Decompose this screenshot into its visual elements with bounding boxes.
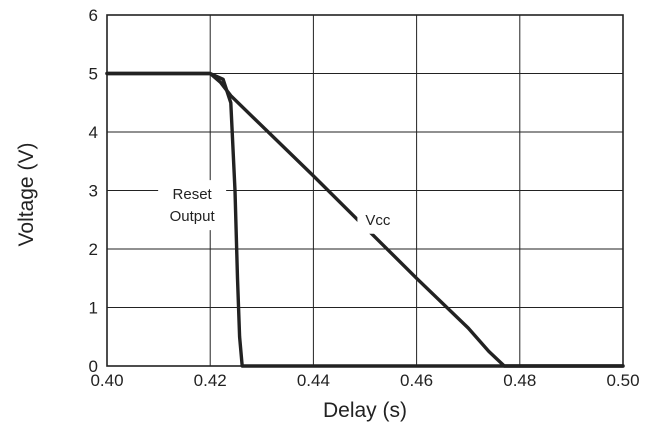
y-tick-label: 3 [89, 182, 98, 201]
series-annotation-label: Vcc [365, 212, 391, 229]
y-tick-label: 5 [89, 65, 98, 84]
y-tick-label: 4 [89, 123, 98, 142]
x-tick-label: 0.50 [606, 371, 639, 390]
series-annotation-label: Output [170, 208, 216, 225]
y-axis-title: Voltage (V) [15, 143, 38, 247]
y-tick-label: 2 [89, 240, 98, 259]
x-tick-label: 0.48 [503, 371, 536, 390]
y-tick-label: 0 [89, 357, 98, 376]
y-tick-label: 6 [89, 6, 98, 25]
series-annotation-label: Reset [173, 186, 213, 203]
x-tick-label: 0.42 [194, 371, 227, 390]
x-axis-title: Delay (s) [323, 399, 407, 422]
y-tick-label: 1 [89, 299, 98, 318]
x-tick-label: 0.46 [400, 371, 433, 390]
x-tick-label: 0.44 [297, 371, 330, 390]
